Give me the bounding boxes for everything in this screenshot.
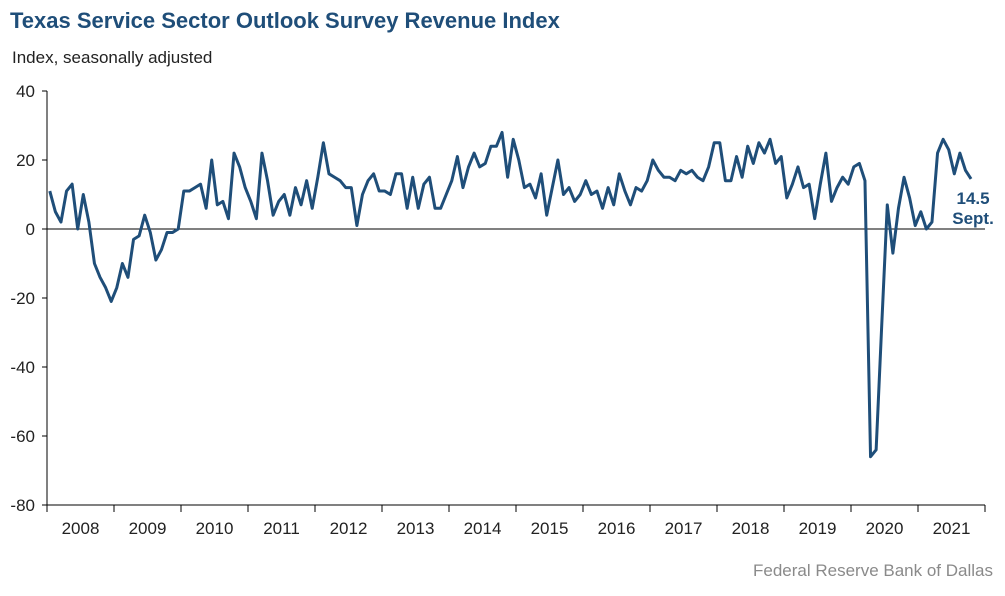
chart-title: Texas Service Sector Outlook Survey Reve…: [10, 8, 560, 33]
y-axis-unit-label: Index, seasonally adjusted: [12, 48, 213, 67]
latest-value-label: 14.5: [956, 189, 989, 208]
x-tick-label: 2017: [665, 519, 703, 538]
revenue-index-series-line: [48, 130, 973, 459]
x-tick-label: 2015: [531, 519, 569, 538]
x-tick-label: 2019: [799, 519, 837, 538]
y-tick-label: 0: [26, 220, 35, 239]
x-tick-label: 2020: [866, 519, 904, 538]
y-tick-label: 40: [16, 82, 35, 101]
x-tick-label: 2011: [263, 519, 300, 538]
x-tick-label: 2016: [598, 519, 636, 538]
x-tick-label: 2009: [129, 519, 167, 538]
x-tick-label: 2010: [196, 519, 234, 538]
x-tick-label: 2008: [62, 519, 100, 538]
x-tick-label: 2021: [933, 519, 971, 538]
y-axis-ticks: 40 20 0 -20 -40 -60 -80: [10, 82, 47, 515]
y-tick-label: -80: [10, 496, 35, 515]
latest-month-label: Sept.: [952, 209, 994, 228]
x-tick-label: 2018: [732, 519, 770, 538]
x-tick-label: 2014: [464, 519, 502, 538]
source-credit: Federal Reserve Bank of Dallas: [752, 561, 993, 580]
y-tick-label: 20: [16, 151, 35, 170]
y-tick-label: -60: [10, 427, 35, 446]
x-tick-label: 2013: [397, 519, 435, 538]
y-tick-label: -40: [10, 358, 35, 377]
x-tick-label: 2012: [330, 519, 368, 538]
x-axis-ticks: 2008 2009 2010 2011 2012 2013 2014 2015 2016 2017…: [46, 505, 986, 538]
y-tick-label: -20: [10, 289, 35, 308]
